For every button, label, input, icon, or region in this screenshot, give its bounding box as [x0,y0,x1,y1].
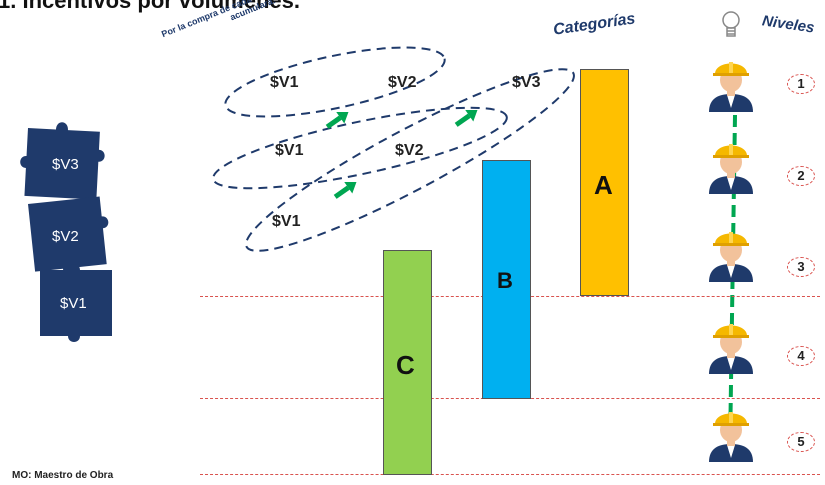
page-title: 1. Incentivos por volúmenes. [0,0,300,13]
level-marker-1: 1 [787,74,815,94]
ellipse-row1 [224,46,446,118]
ellipse-row3 [245,68,575,252]
footnote: MO: Maestro de Obra [12,470,114,481]
category-label-c: C [396,350,415,380]
puzzle-piece-v1 [40,264,112,342]
value-tag: $V1 [270,74,299,91]
puzzle-label-v1: $V1 [60,295,87,312]
value-tag: $V1 [275,142,304,159]
puzzle-piece-v2 [28,196,109,275]
value-tag: $V2 [395,142,424,159]
value-tag: $V3 [512,74,541,91]
level-marker-4: 4 [787,346,815,366]
arrow-icon [454,109,478,127]
level-marker-5: 5 [787,432,815,452]
category-bar-b [482,160,531,399]
worker-icon [709,144,753,194]
lightbulb-icon [722,11,740,37]
category-label-a: A [594,170,613,200]
level-marker-3: 3 [787,257,815,277]
value-tag: $V2 [388,74,417,91]
category-label-b: B [497,268,513,293]
puzzle-label-v2: $V2 [52,228,79,245]
puzzle-piece-v3 [20,122,105,200]
arrow-icon [325,111,349,129]
level-line [200,474,820,475]
worker-icon [709,62,753,112]
category-bar-c [383,250,432,475]
arrow-icon [333,181,357,199]
level-marker-2: 2 [787,166,815,186]
category-bar-a [580,69,629,296]
puzzle-label-v3: $V3 [52,156,79,173]
worker-icon [709,324,753,374]
value-tag: $V1 [272,213,301,230]
worker-icon [709,412,753,462]
ellipse-row2 [212,106,508,190]
worker-icon [709,232,753,282]
